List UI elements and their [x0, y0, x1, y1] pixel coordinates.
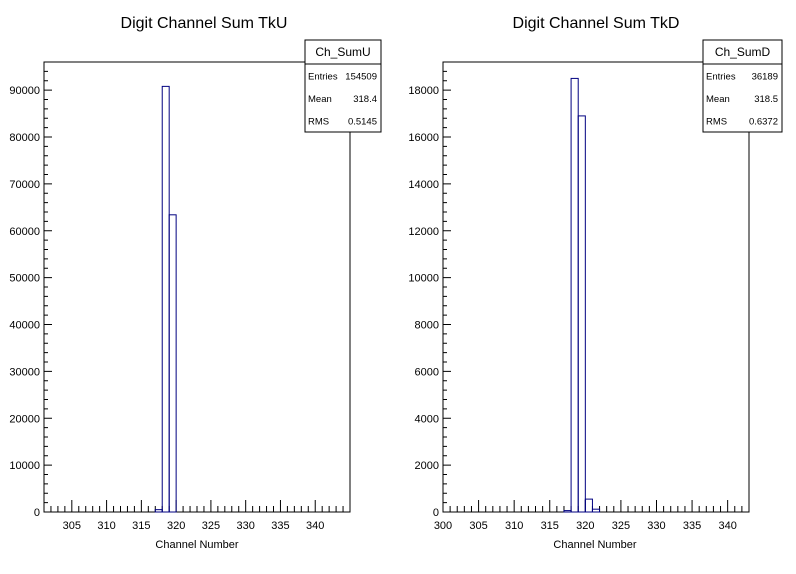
x-tick-label: 325 [612, 520, 630, 532]
x-tick-label: 335 [683, 520, 701, 532]
y-tick-label: 16000 [408, 132, 439, 144]
stats-name: Ch_SumD [715, 45, 771, 59]
x-tick-label: 320 [576, 520, 594, 532]
y-tick-label: 0 [433, 507, 439, 519]
histogram-bin [577, 115, 586, 513]
y-tick-label: 60000 [9, 226, 40, 238]
stats-label: Entries [308, 71, 338, 82]
chart-title: Digit Channel Sum TkU [121, 15, 288, 32]
x-tick-label: 330 [647, 520, 665, 532]
y-tick-label: 6000 [415, 366, 439, 378]
x-tick-label: 305 [63, 520, 81, 532]
y-tick-label: 4000 [415, 413, 439, 425]
x-tick-label: 310 [97, 520, 115, 532]
y-tick-label: 2000 [415, 460, 439, 472]
histogram-bin [584, 498, 593, 513]
x-tick-label: 340 [306, 520, 324, 532]
histogram-panel-1: Digit Channel Sum TkU 0 10000 20000 30000 400… [9, 15, 382, 551]
chart-title: Digit Channel Sum TkD [513, 15, 680, 32]
histogram-bin [591, 508, 601, 513]
stats-label: Mean [706, 94, 730, 105]
x-tick-label: 335 [271, 520, 289, 532]
stats-box: Ch_SumD Entries 36189 Mean 318.5 RMS 0.6372 [702, 39, 783, 133]
stats-value: 318.4 [353, 94, 377, 105]
stats-box-frame [702, 39, 783, 133]
x-tick-label: 305 [469, 520, 487, 532]
histogram-panel-2: Digit Channel Sum TkD 0 2000 4000 6000 8000 10… [408, 15, 783, 551]
y-tick-label: 0 [34, 507, 40, 519]
stats-box-frame [304, 39, 382, 133]
histogram-bin [563, 510, 572, 513]
y-tick-label: 10000 [408, 273, 439, 285]
y-tick-label: 14000 [408, 179, 439, 191]
x-tick-label: 340 [718, 520, 736, 532]
histogram-bin [154, 509, 163, 513]
histogram-bin [161, 85, 170, 513]
stats-value: 0.6372 [749, 117, 778, 128]
x-tick-label: 300 [434, 520, 452, 532]
y-tick-label: 70000 [9, 179, 40, 191]
y-tick-label: 18000 [408, 85, 439, 97]
y-tick-label: 10000 [9, 460, 40, 472]
stats-name: Ch_SumU [315, 45, 370, 59]
y-tick-label: 40000 [9, 320, 40, 332]
stats-label: Entries [706, 71, 736, 82]
y-tick-label: 12000 [408, 226, 439, 238]
stats-box: Ch_SumU Entries 154509 Mean 318.4 RMS 0.5145 [304, 39, 382, 133]
stats-value: 36189 [752, 71, 778, 82]
stats-label: RMS [706, 117, 727, 128]
y-tick-label: 8000 [415, 320, 439, 332]
histogram-bin [168, 214, 177, 513]
plot-frame [43, 61, 351, 513]
y-tick-label: 90000 [9, 85, 40, 97]
stats-value: 318.5 [754, 94, 778, 105]
y-tick-label: 20000 [9, 413, 40, 425]
x-tick-label: 325 [202, 520, 220, 532]
y-tick-label: 50000 [9, 273, 40, 285]
histogram-bin [570, 77, 579, 513]
stats-label: Mean [308, 94, 332, 105]
stats-label: RMS [308, 117, 329, 128]
stats-value: 0.5145 [348, 117, 377, 128]
stats-value: 154509 [345, 71, 377, 82]
x-axis-label: Channel Number [553, 539, 636, 551]
x-tick-label: 310 [505, 520, 523, 532]
y-tick-label: 30000 [9, 366, 40, 378]
x-axis-label: Channel Number [155, 539, 238, 551]
y-tick-label: 80000 [9, 132, 40, 144]
x-tick-label: 315 [541, 520, 559, 532]
x-tick-label: 315 [132, 520, 150, 532]
x-tick-label: 320 [167, 520, 185, 532]
x-tick-label: 330 [237, 520, 255, 532]
